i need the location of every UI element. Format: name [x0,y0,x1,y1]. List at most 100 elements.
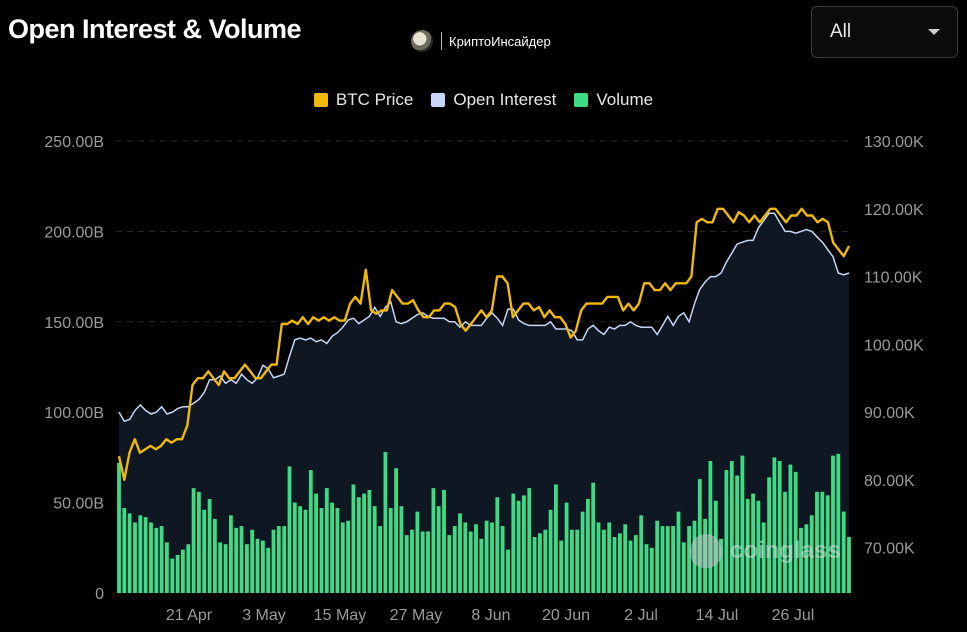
volume-bar [458,513,462,593]
volume-bar [197,491,201,593]
volume-bar [825,495,830,593]
volume-bar [207,499,212,593]
brand-name: КриптоИнсайдер [449,33,551,49]
time-range-value: All [830,21,852,42]
x-axis-tick: 21 Apr [166,607,213,624]
volume-bar [266,547,271,593]
volume-bar [234,527,239,593]
watermark-text: coinglass [730,537,841,564]
volume-bar [495,497,500,593]
volume-bar [292,502,297,593]
legend-swatch [431,93,446,107]
legend-label: Volume [596,90,654,109]
btc-price-line [117,207,851,481]
volume-bar [426,531,430,593]
brand-avatar-icon [411,30,433,52]
x-axis-tick: 8 Jun [471,607,510,624]
volume-bar [751,493,755,593]
volume-bar [138,515,143,593]
volume-bar [564,502,569,593]
volume-bar [799,527,803,593]
volume-bar [484,520,489,593]
volume-bar [372,506,377,593]
volume-bar [410,529,414,593]
volume-bar [165,542,169,593]
volume-bar [809,515,814,593]
legend-label: Open Interest [453,90,557,109]
volume-bar [255,538,260,593]
volume-bar [767,477,771,593]
volume-bar [447,535,452,593]
volume-bar [490,522,494,593]
volume-bar [681,542,686,593]
brand-badge: КриптоИнсайдер [411,28,551,54]
volume-bar [633,535,638,593]
volume-bar [442,489,446,593]
volume-bar [719,538,723,593]
volume-bar [580,511,585,593]
volume-bar [276,526,281,593]
volume-bar [831,455,835,593]
volume-bar [229,515,233,593]
volume-bar [623,524,628,593]
volume-bar [570,529,574,593]
volume-bar [271,529,276,593]
volume-bar [431,488,436,593]
x-axis-tick: 20 Jun [542,607,590,624]
volume-bar [415,511,420,593]
volume-bar [841,511,846,593]
volume-bar [772,457,777,593]
coinglass-logo-icon [690,534,722,568]
volume-bar [308,470,313,593]
open-interest-line [118,212,850,423]
volume-bar [479,538,484,593]
volume-bar [804,524,809,593]
y-axis-right-tick: 90.00K [864,405,915,422]
volume-bar [575,529,580,593]
y-axis-left-tick: 150.00B [44,315,104,332]
volume-bar [740,455,745,593]
volume-bar [793,471,798,593]
volume-bar [820,491,825,593]
x-axis-tick: 15 May [314,607,366,624]
volume-bar [639,515,644,593]
page-title: Open Interest & Volume [8,14,302,44]
volume-bar [298,506,302,593]
volume-bar [516,500,521,593]
volume-bar [586,499,590,593]
volume-bar [452,526,457,593]
volume-bar [324,488,329,593]
y-axis-right-tick: 80.00K [864,473,915,490]
x-axis-tick: 26 Jul [772,607,815,624]
volume-bar [463,522,468,593]
volume-bar [836,453,841,593]
volume-bar [351,484,356,593]
volume-bar [117,462,121,593]
volume-bar [436,506,441,593]
volume-bar [346,520,350,593]
y-axis-right-tick: 110.00K [864,270,923,287]
volume-bar [218,542,223,593]
coinglass-watermark: coinglass [690,534,841,568]
volume-bar [618,533,622,593]
volume-bar [671,526,675,593]
volume-bar [170,558,175,593]
time-range-select[interactable]: All [811,6,958,58]
legend-item-btc-price[interactable]: BTC Price [313,90,413,110]
volume-bar [191,488,196,593]
volume-bar [330,502,334,593]
volume-bar [660,526,665,593]
volume-bar [511,493,516,593]
volume-bar [628,540,633,593]
volume-bar [612,537,617,593]
volume-bar [314,493,318,593]
y-axis-left-tick: 0 [95,586,104,603]
volume-bar [708,461,713,593]
volume-bar [506,549,510,593]
volume-bar [149,522,153,593]
legend-item-volume[interactable]: Volume [574,90,653,110]
volume-bar [538,533,542,593]
legend-item-open-interest[interactable]: Open Interest [431,90,556,110]
chart-legend: BTC Price Open Interest Volume [0,90,967,110]
